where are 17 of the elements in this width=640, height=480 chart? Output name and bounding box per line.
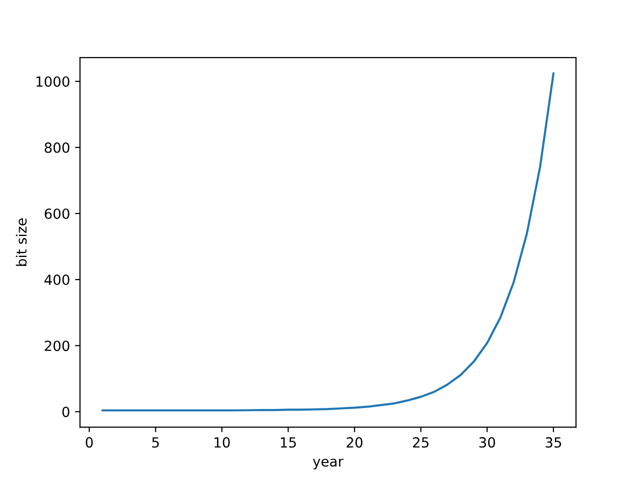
y-tick-label: 0 (62, 406, 70, 418)
x-axis-title: year (312, 458, 344, 470)
y-tick-label: 200 (44, 340, 70, 352)
y-tick-label: 800 (44, 142, 70, 153)
x-tick-label: 20 (346, 437, 362, 448)
y-tick-label: 400 (44, 274, 70, 286)
x-tick-label: 0 (86, 437, 93, 448)
x-tick-label: 15 (280, 437, 296, 448)
x-tick-label: 5 (152, 437, 159, 448)
y-axis-title: bit size (16, 218, 27, 266)
x-tick-label: 10 (214, 437, 230, 448)
x-tick-label: 25 (413, 437, 428, 448)
x-tick-label: 30 (479, 437, 496, 448)
x-tick-label: 35 (546, 437, 562, 448)
line-series (102, 72, 554, 412)
y-tick-label: 1000 (36, 76, 70, 87)
y-tick-label: 600 (44, 208, 70, 219)
